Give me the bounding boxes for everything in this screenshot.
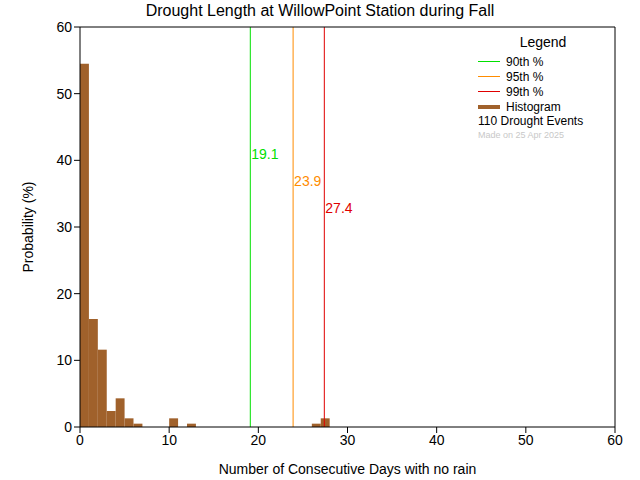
html-text:95th %: 95th % xyxy=(506,69,544,84)
svg-text:0: 0 xyxy=(64,419,72,435)
svg-text:60: 60 xyxy=(56,19,72,35)
svg-text:Number of Consecutive Days wit: Number of Consecutive Days with no rain xyxy=(219,461,477,477)
svg-text:27.4: 27.4 xyxy=(325,200,352,216)
html-text:90th %: 90th % xyxy=(506,54,544,69)
svg-text:50: 50 xyxy=(518,432,534,448)
svg-text:19.1: 19.1 xyxy=(251,146,278,162)
html-text:Made on 25 Apr 2025: Made on 25 Apr 2025 xyxy=(478,130,565,140)
html-text:Legend: Legend xyxy=(519,34,567,50)
svg-text:60: 60 xyxy=(607,432,623,448)
svg-text:30: 30 xyxy=(340,432,356,448)
svg-text:Probability (%): Probability (%) xyxy=(20,181,36,272)
html-text:Drought Length at WillowPoint: Drought Length at WillowPoint Station du… xyxy=(145,2,495,19)
svg-text:30: 30 xyxy=(56,219,72,235)
svg-text:40: 40 xyxy=(429,432,445,448)
svg-text:40: 40 xyxy=(56,152,72,168)
svg-text:23.9: 23.9 xyxy=(294,173,321,189)
svg-text:20: 20 xyxy=(251,432,267,448)
svg-text:10: 10 xyxy=(56,352,72,368)
html-text:Histogram: Histogram xyxy=(506,99,561,114)
html-text:110 Drought Events: 110 Drought Events xyxy=(478,114,584,128)
svg-text:20: 20 xyxy=(56,286,72,302)
svg-text:10: 10 xyxy=(161,432,177,448)
html-text:99th %: 99th % xyxy=(506,84,544,99)
svg-text:0: 0 xyxy=(76,432,84,448)
svg-text:50: 50 xyxy=(56,86,72,102)
